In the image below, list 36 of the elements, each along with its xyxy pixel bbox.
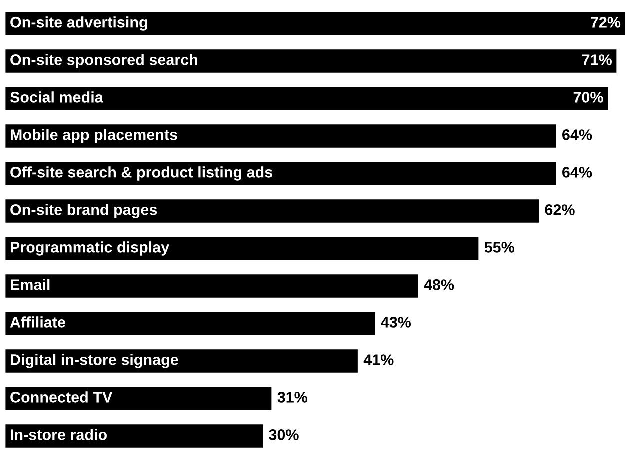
bar (5, 273, 420, 300)
data-label: 30% (269, 430, 299, 440)
data-label: 71% (582, 54, 612, 66)
y-tick-label: Email (10, 279, 50, 290)
y-tick-label: Affiliate (10, 316, 66, 328)
bar (5, 86, 610, 112)
bar (5, 123, 558, 150)
data-label: 43% (381, 317, 412, 328)
bar (5, 310, 377, 337)
data-label: 64% (562, 130, 592, 140)
y-tick-label: On-site advertising (10, 16, 148, 31)
data-label: 64% (562, 167, 592, 178)
bar (5, 348, 360, 374)
data-label: 48% (424, 280, 454, 290)
data-label: 55% (484, 242, 515, 253)
bar (5, 10, 626, 37)
bar (5, 160, 558, 187)
data-label: 31% (278, 392, 308, 403)
y-tick-label: Programmatic display (10, 242, 170, 256)
bar (5, 48, 618, 74)
y-tick-label: Mobile app placements (10, 129, 178, 144)
bar (5, 386, 274, 412)
bar (5, 423, 264, 450)
y-tick-label: In-store radio (10, 429, 107, 440)
data-label: 62% (545, 204, 575, 216)
y-tick-label: Digital in-store signage (10, 354, 178, 368)
y-tick-label: Off-site search & product listing ads (10, 166, 273, 181)
data-label: 72% (591, 17, 621, 28)
y-tick-label: On-site brand pages (10, 204, 158, 218)
bar (5, 236, 480, 262)
data-label: 41% (364, 354, 394, 366)
y-tick-label: On-site sponsored search (10, 54, 198, 68)
bar (5, 198, 540, 224)
y-tick-label: Social media (10, 92, 104, 103)
y-tick-label: Connected TV (10, 392, 113, 403)
data-label: 70% (574, 92, 604, 103)
